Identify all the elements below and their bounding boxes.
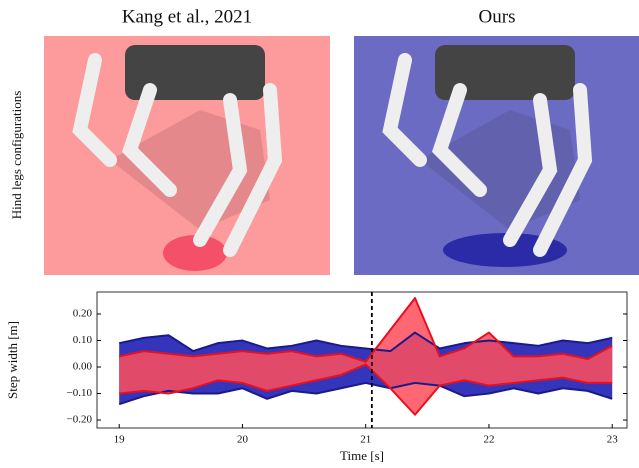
y-tick-label: −0.20 — [67, 414, 93, 426]
panel-title: Ours — [479, 6, 516, 27]
x-tick-label: 20 — [237, 434, 249, 446]
panel-title: Kang et al., 2021 — [122, 6, 252, 27]
plot-frame — [96, 291, 628, 429]
row-label: Hind legs configurations — [9, 91, 24, 220]
x-tick-label: 23 — [607, 434, 619, 446]
y-tick-label: 0.10 — [73, 334, 93, 346]
x-axis-label: Time [s] — [340, 448, 384, 463]
x-tick-label: 22 — [483, 434, 494, 446]
y-tick-label: 0.00 — [73, 361, 93, 373]
y-tick-label: −0.10 — [67, 387, 93, 399]
y-tick-label: 0.20 — [73, 308, 93, 320]
x-tick-label: 21 — [360, 434, 371, 446]
band-edge — [118, 297, 613, 363]
x-tick-label: 19 — [114, 434, 126, 446]
render-right — [354, 36, 639, 275]
band-edge — [119, 363, 613, 416]
render-left — [44, 36, 330, 275]
band-edge — [118, 381, 613, 406]
y-axis-label: Step width [m] — [5, 321, 20, 399]
band-edge — [118, 331, 613, 353]
